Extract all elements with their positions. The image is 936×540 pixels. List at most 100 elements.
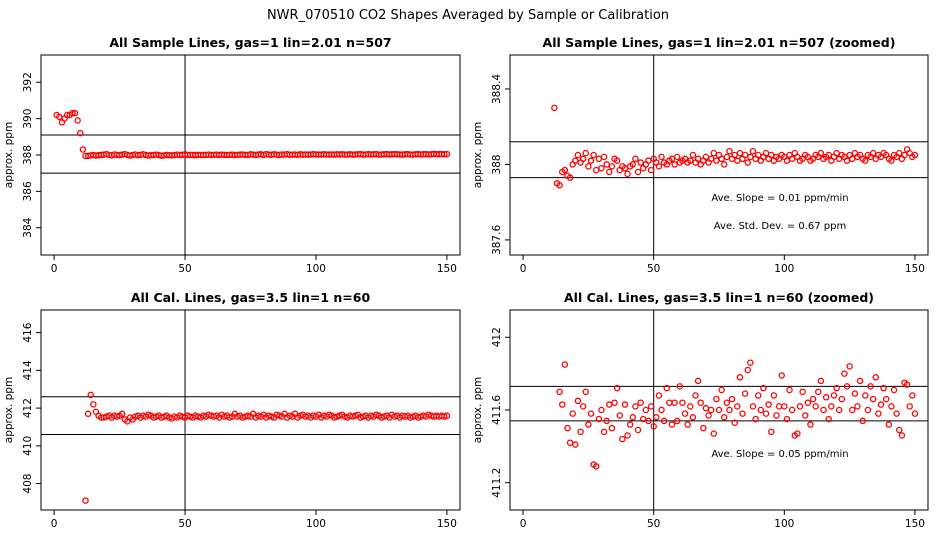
data-point — [82, 497, 89, 504]
data-point — [551, 104, 558, 112]
data-point — [728, 395, 736, 403]
data-point — [619, 435, 626, 443]
data-point — [673, 153, 681, 161]
y-tick-label: 410 — [22, 436, 34, 456]
data-point — [838, 395, 846, 403]
data-point — [783, 415, 791, 423]
y-tick-label: 387.6 — [491, 225, 503, 255]
data-point — [694, 377, 702, 385]
data-point — [647, 166, 655, 174]
data-point — [770, 392, 778, 399]
data-point — [911, 410, 919, 417]
data-point — [611, 399, 618, 406]
data-point — [90, 401, 97, 408]
data-point — [74, 117, 81, 124]
data-point — [820, 406, 827, 414]
data-point — [872, 374, 880, 381]
data-point — [718, 386, 725, 394]
data-point — [585, 421, 592, 428]
data-point — [642, 406, 650, 414]
y-tick-label: 411.2 — [491, 468, 503, 498]
annotation-text: Ave. Slope = 0.01 ppm/min — [711, 193, 848, 204]
panel-title: All Cal. Lines, gas=3.5 lin=1 n=60 — [131, 290, 371, 305]
data-point — [812, 403, 819, 410]
data-point — [632, 403, 639, 410]
x-tick-label: 0 — [51, 518, 58, 530]
data-point — [903, 381, 911, 388]
data-point — [720, 161, 728, 168]
data-point — [786, 386, 793, 394]
data-point — [613, 384, 621, 392]
x-tick-label: 50 — [647, 518, 660, 530]
panel-title: All Sample Lines, gas=1 lin=2.01 n=507 (… — [543, 35, 896, 50]
data-point — [705, 412, 712, 419]
panel-title: All Sample Lines, gas=1 lin=2.01 n=507 — [109, 35, 391, 50]
data-point — [579, 155, 587, 163]
data-point — [556, 181, 563, 189]
data-point — [869, 395, 877, 403]
data-point — [809, 395, 817, 403]
data-point — [830, 392, 838, 399]
data-point — [564, 424, 571, 432]
x-tick-label: 150 — [905, 263, 925, 275]
data-point — [441, 151, 448, 158]
data-point — [739, 410, 746, 417]
data-point — [624, 170, 631, 178]
data-point — [637, 399, 644, 406]
data-point — [592, 463, 600, 470]
data-point — [616, 412, 623, 419]
data-point — [888, 157, 895, 164]
x-tick-label: 100 — [306, 518, 326, 530]
data-point — [572, 441, 579, 448]
y-axis-label: approx. ppm — [472, 377, 484, 443]
data-point — [608, 424, 616, 432]
y-tick-label: 412 — [22, 398, 34, 418]
chart-panel-1: All Sample Lines, gas=1 lin=2.01 n=507 0 5… — [3, 35, 461, 275]
data-point — [559, 401, 566, 408]
y-tick-label: 388 — [491, 154, 503, 174]
data-point — [890, 386, 898, 394]
data-point — [898, 432, 906, 439]
data-point — [815, 388, 822, 396]
data-point — [760, 384, 767, 392]
data-point — [744, 159, 751, 166]
data-point — [846, 363, 853, 370]
y-tick-label: 408 — [22, 474, 34, 494]
data-point — [765, 401, 772, 408]
x-tick-label: 100 — [306, 263, 326, 275]
data-point — [768, 428, 775, 436]
plot-frame — [509, 54, 929, 256]
data-point — [77, 129, 84, 137]
data-point — [762, 410, 770, 417]
data-point — [608, 163, 616, 170]
data-point — [577, 428, 584, 436]
data-point — [561, 166, 569, 174]
x-tick-label: 50 — [178, 263, 191, 275]
data-point — [590, 151, 597, 159]
data-point — [684, 421, 691, 428]
data-point — [658, 406, 665, 414]
data-point — [882, 395, 890, 403]
data-point — [875, 410, 882, 417]
y-axis-label: approx. ppm — [3, 377, 15, 443]
x-tick-label: 150 — [437, 263, 457, 275]
chart-panel-4: All Cal. Lines, gas=3.5 lin=1 n=60 (zoom… — [472, 290, 929, 530]
data-point — [579, 403, 587, 410]
data-point — [650, 423, 657, 430]
data-point — [613, 157, 621, 164]
data-point — [118, 410, 126, 418]
data-point — [781, 403, 788, 410]
data-point — [854, 403, 861, 410]
data-point — [778, 372, 785, 379]
data-point — [885, 421, 893, 428]
data-point — [582, 149, 590, 157]
data-point — [799, 388, 806, 396]
data-point — [658, 153, 665, 161]
data-point — [629, 161, 637, 168]
data-point — [835, 406, 843, 414]
data-point — [754, 392, 762, 399]
data-point — [653, 414, 660, 421]
data-point — [87, 391, 95, 399]
data-point — [888, 403, 895, 410]
